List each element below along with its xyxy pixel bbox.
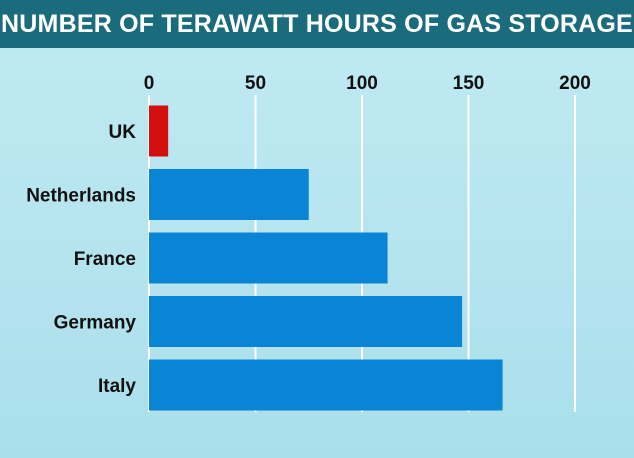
- bar-france: [149, 232, 388, 284]
- category-label-uk: UK: [109, 122, 137, 143]
- x-tick-label-50: 50: [245, 73, 266, 94]
- category-label-netherlands: Netherlands: [26, 186, 136, 207]
- bar-germany: [149, 296, 463, 347]
- category-label-france: France: [74, 249, 136, 270]
- bar-italy: [149, 359, 503, 411]
- x-tick-label-100: 100: [346, 73, 378, 94]
- x-tick-label-0: 0: [144, 73, 155, 94]
- category-label-italy: Italy: [98, 376, 136, 397]
- chart-title-bar: NUMBER OF TERAWATT HOURS OF GAS STORAGE: [0, 0, 634, 48]
- x-tick-label-150: 150: [453, 73, 485, 94]
- category-label-germany: Germany: [54, 313, 137, 334]
- x-tick-label-200: 200: [559, 73, 591, 94]
- chart-title: NUMBER OF TERAWATT HOURS OF GAS STORAGE: [1, 9, 633, 38]
- bar-netherlands: [149, 169, 309, 220]
- bar-uk: [149, 105, 169, 157]
